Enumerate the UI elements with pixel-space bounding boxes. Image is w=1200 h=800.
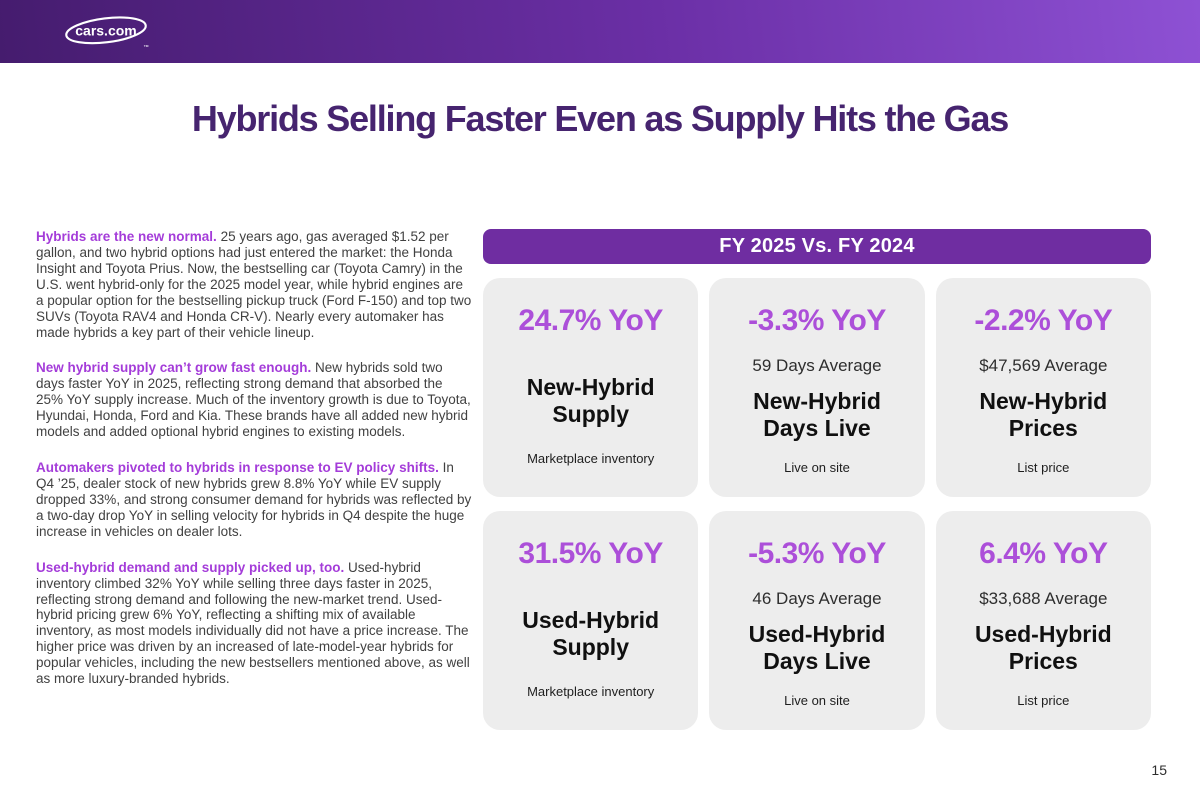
average-value: $33,688 Average (979, 589, 1108, 608)
stat-cards-grid: 24.7% YoY New-Hybrid Supply Marketplace … (483, 278, 1151, 730)
paragraph-lead: Used-hybrid demand and supply picked up,… (36, 559, 345, 575)
paragraph-body: In Q4 ’25, dealer stock of new hybrids g… (36, 460, 472, 539)
stat-value: 24.7% YoY (518, 304, 663, 337)
stat-value: 6.4% YoY (979, 537, 1108, 570)
paragraph-lead: Hybrids are the new normal. (36, 229, 217, 244)
page-title: Hybrids Selling Faster Even as Supply Hi… (191, 98, 1009, 139)
page-number: 15 (1151, 762, 1167, 778)
paragraph-lead: New hybrid supply can’t grow fast enough… (36, 360, 312, 376)
card-caption: Live on site (784, 460, 850, 476)
stat-value: -5.3% YoY (748, 537, 886, 570)
stat-value: 31.5% YoY (518, 537, 663, 570)
paragraph-body: Used-hybrid inventory climbed 32% YoY wh… (36, 559, 470, 687)
average-value: $47,569 Average (979, 356, 1108, 375)
paragraph-body: 25 years ago, gas averaged $1.52 per gal… (36, 229, 472, 340)
card-title: Used-Hybrid Prices (974, 621, 1112, 674)
cars-com-logo: cars.com ™ (65, 16, 149, 50)
stat-card-new-hybrid-prices: -2.2% YoY $47,569 Average New-Hybrid Pri… (935, 278, 1151, 497)
banner-label: FY 2025 Vs. FY 2024 (719, 235, 915, 257)
stat-value: -3.3% YoY (748, 304, 886, 337)
paragraph: Automakers pivoted to hybrids in respons… (36, 460, 472, 540)
card-title: New-Hybrid Prices (979, 388, 1108, 441)
paragraph: New hybrid supply can’t grow fast enough… (36, 360, 472, 440)
card-caption: List price (1017, 460, 1070, 476)
paragraph: Used-hybrid demand and supply picked up,… (36, 560, 472, 687)
header-bar: cars.com ™ (0, 0, 1200, 63)
article-column: Hybrids are the new normal. 25 years ago… (36, 229, 472, 707)
paragraph-lead: Automakers pivoted to hybrids in respons… (36, 460, 439, 476)
card-title: New-Hybrid Days Live (753, 388, 881, 441)
card-title: Used-Hybrid Supply (522, 607, 660, 660)
stat-card-new-hybrid-days-live: -3.3% YoY 59 Days Average New-Hybrid Day… (709, 278, 925, 497)
logo-text: cars.com (75, 23, 136, 39)
paragraph-body: New hybrids sold two days faster YoY in … (36, 360, 471, 440)
paragraph: Hybrids are the new normal. 25 years ago… (36, 229, 472, 340)
stat-card-used-hybrid-supply: 31.5% YoY Used-Hybrid Supply Marketplace… (483, 511, 699, 730)
card-caption: Marketplace inventory (527, 451, 655, 467)
card-caption: Marketplace inventory (527, 684, 655, 700)
average-value: 59 Days Average (752, 356, 882, 375)
average-value: 46 Days Average (752, 589, 882, 608)
stat-card-used-hybrid-prices: 6.4% YoY $33,688 Average Used-Hybrid Pri… (935, 511, 1151, 730)
logo-swoosh-ellipse (65, 16, 147, 45)
stat-card-new-hybrid-supply: 24.7% YoY New-Hybrid Supply Marketplace … (483, 278, 699, 497)
card-title: New-Hybrid Supply (526, 374, 655, 427)
stat-card-used-hybrid-days-live: -5.3% YoY 46 Days Average Used-Hybrid Da… (709, 511, 925, 730)
comparison-banner: FY 2025 Vs. FY 2024 (483, 229, 1151, 264)
card-title: Used-Hybrid Days Live (748, 621, 886, 674)
card-caption: Live on site (784, 693, 850, 709)
logo-trademark: ™ (143, 44, 148, 50)
card-caption: List price (1017, 693, 1070, 709)
comparison-panel: FY 2025 Vs. FY 2024 24.7% YoY New-Hybrid… (483, 229, 1151, 730)
stat-value: -2.2% YoY (974, 304, 1113, 337)
